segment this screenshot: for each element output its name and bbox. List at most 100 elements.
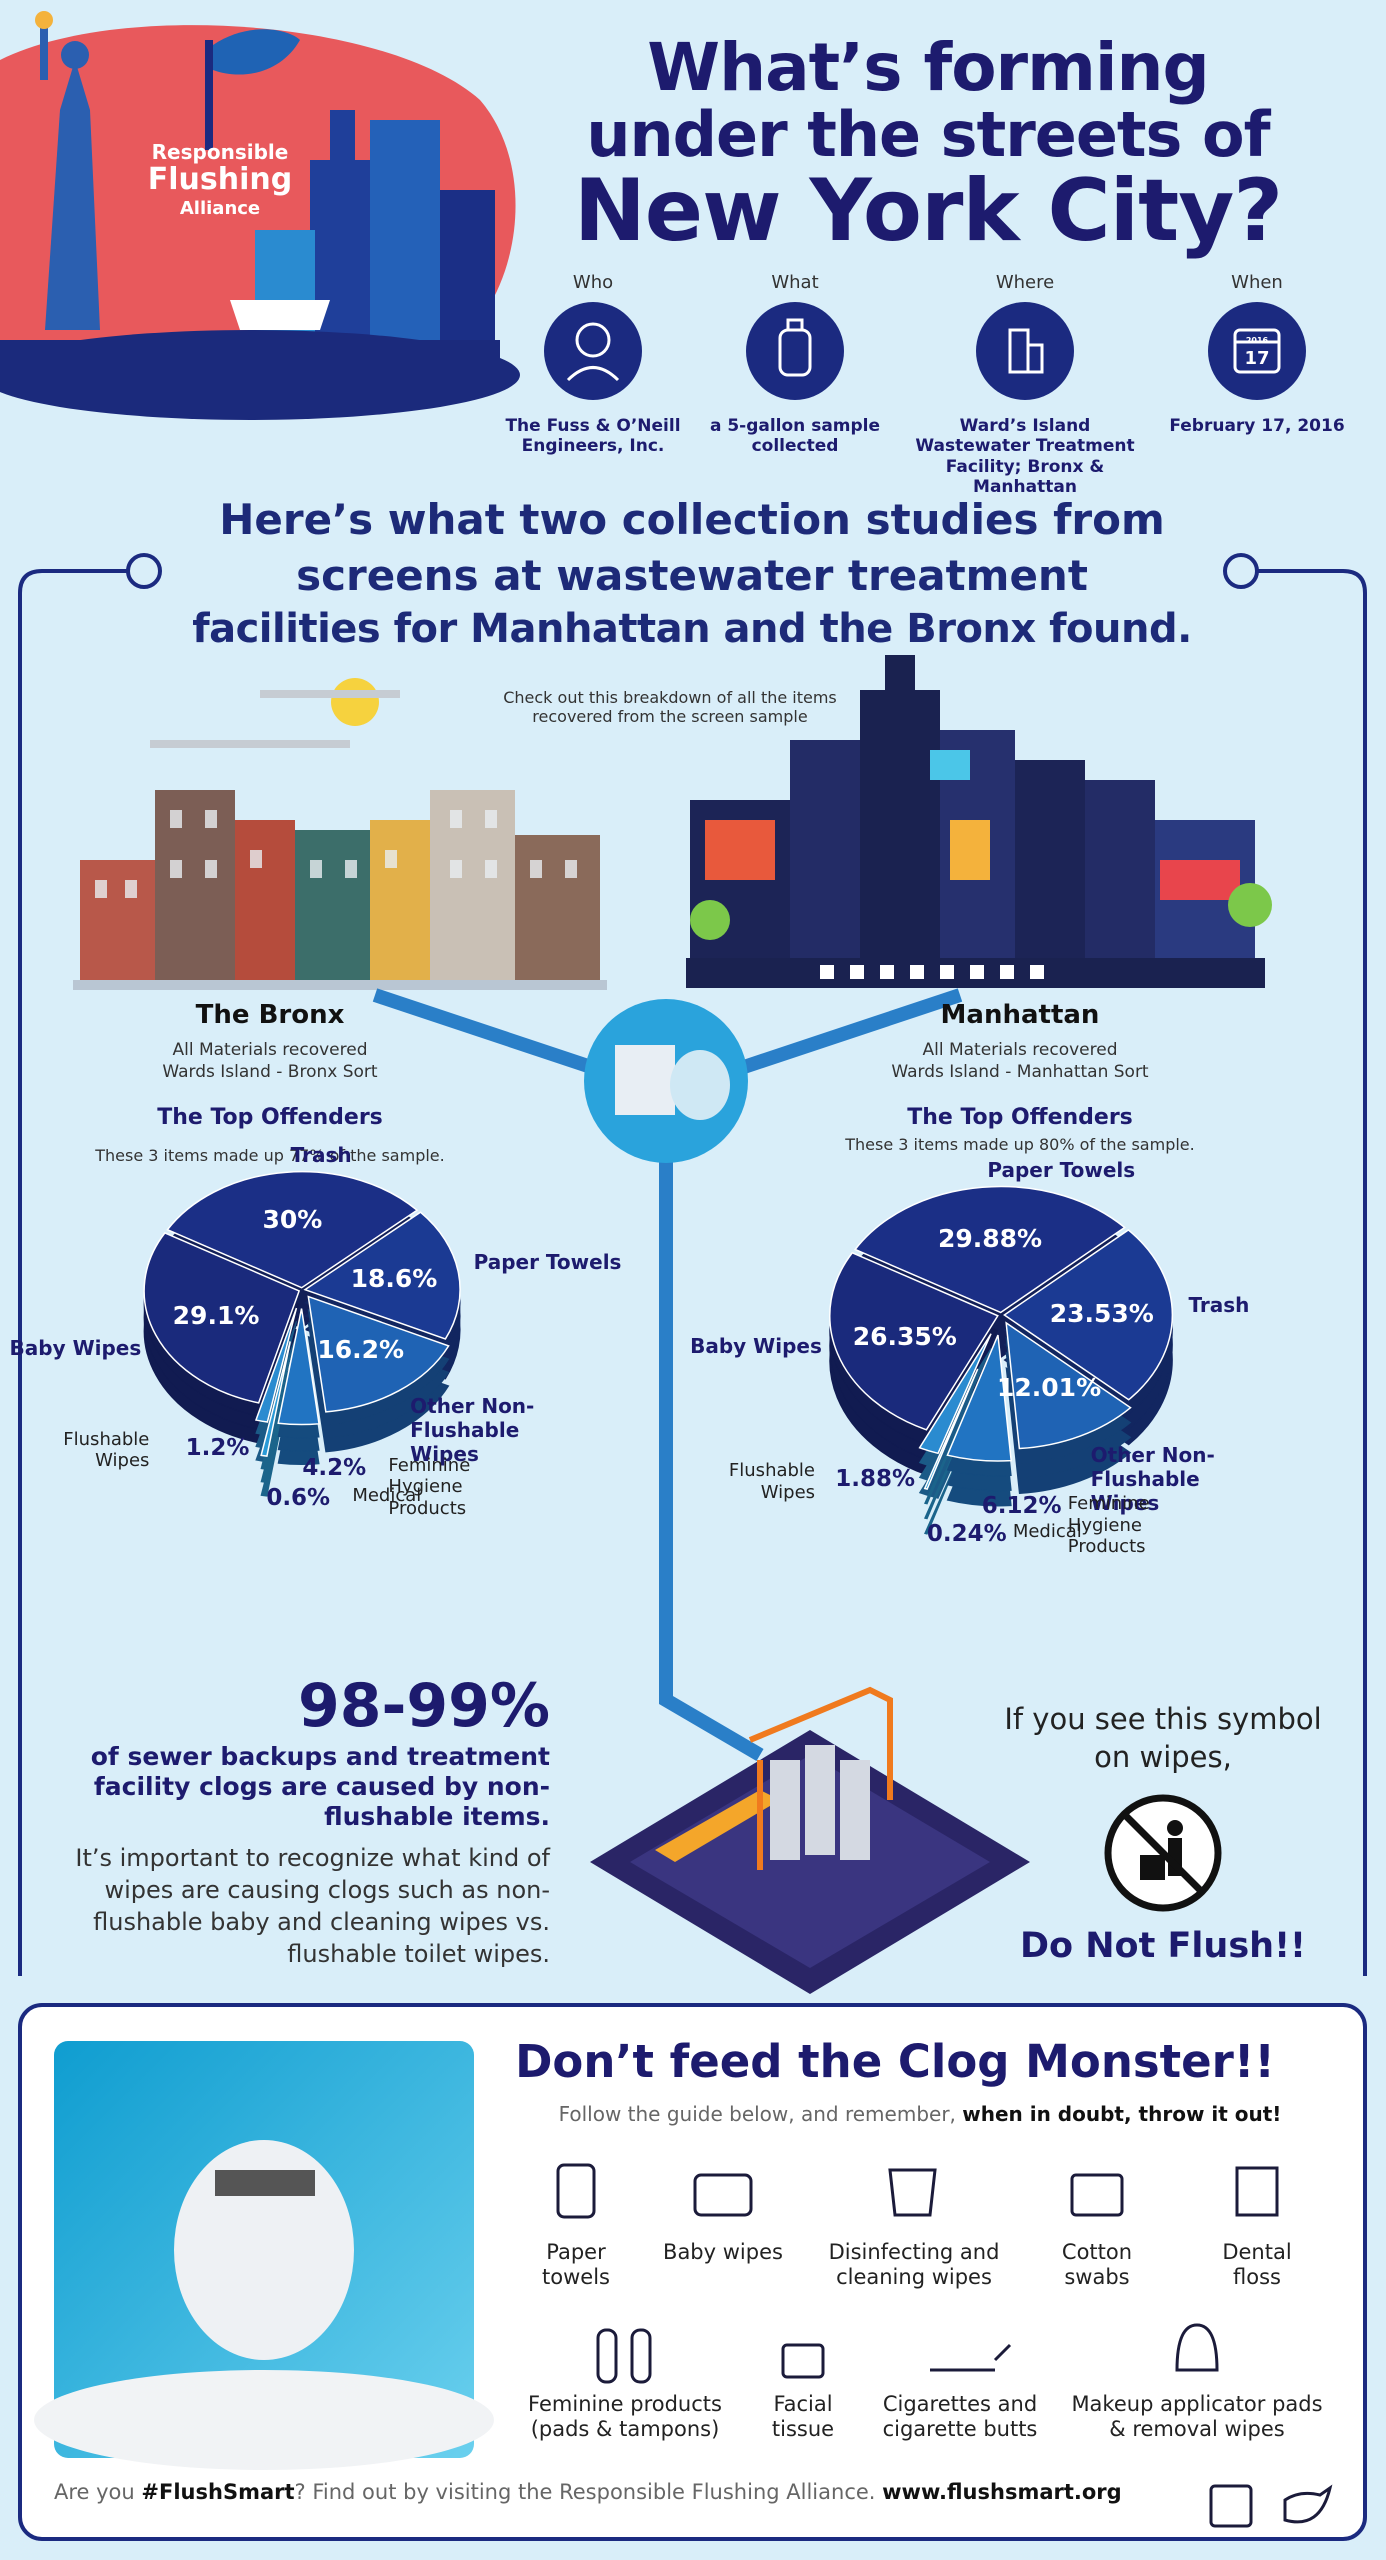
pie-value-label: 29.1% bbox=[172, 1300, 260, 1330]
guide-item: Paper towels bbox=[542, 2240, 610, 2290]
pie-value-label: 4.2% bbox=[302, 1454, 367, 1481]
footer-prefix: Are you bbox=[54, 2480, 135, 2504]
pipes bbox=[372, 988, 963, 1762]
guide-title: Don’t feed the Clog Monster!! bbox=[515, 2035, 1275, 2088]
fact-label: When bbox=[1231, 272, 1283, 293]
pie-materials: All Materials recovered bbox=[922, 1040, 1118, 1060]
pie-slice bbox=[307, 1295, 450, 1413]
logo-line: Alliance bbox=[179, 198, 261, 219]
pie-slice bbox=[166, 1170, 419, 1289]
monster-teeth bbox=[215, 2170, 315, 2196]
fact-label: What bbox=[771, 272, 819, 293]
pie-category-label: Other Non-Flushable Wipes bbox=[1090, 1443, 1215, 1516]
logo-line: Responsible bbox=[151, 140, 289, 164]
pie-slice bbox=[260, 1341, 291, 1457]
calendar-year: 2016 bbox=[1245, 336, 1269, 345]
guide-intro-text: Follow the guide below, and remember, bbox=[558, 2102, 956, 2126]
treatment-icon-tank bbox=[615, 1045, 675, 1115]
pie-category-label: Medical bbox=[1012, 1520, 1082, 1542]
fact-label: Where bbox=[995, 272, 1055, 293]
pie-slice bbox=[1003, 1229, 1174, 1401]
stats-body: It’s important to recognize what kind of… bbox=[75, 1844, 550, 1968]
guide-item: Cigarettes and cigarette butts bbox=[882, 2392, 1038, 2442]
pie-category-label: Feminine Hygiene Products bbox=[388, 1454, 471, 1519]
pie-category-label: Flushable Wipes bbox=[728, 1460, 816, 1503]
pie-category-label: Flushable Wipes bbox=[63, 1428, 150, 1472]
treatment-plant bbox=[590, 1686, 1030, 1994]
pie-value-label: 29.88% bbox=[937, 1223, 1043, 1253]
fact-text: a 5-gallon sample collected bbox=[709, 416, 881, 457]
pie-category-label: Medical bbox=[352, 1485, 422, 1507]
pie-slice bbox=[923, 1368, 979, 1490]
studies-heading: Here’s what two collection studies from bbox=[219, 495, 1165, 544]
pie-value-label: 0.6% bbox=[266, 1485, 331, 1512]
pie-value-label: 30% bbox=[262, 1204, 323, 1234]
pie-sort: Wards Island - Manhattan Sort bbox=[891, 1062, 1149, 1082]
pie-value-label: 1.88% bbox=[835, 1466, 916, 1493]
studies-heading: screens at wastewater treatment bbox=[296, 551, 1088, 600]
pie-value-label: 18.6% bbox=[350, 1263, 438, 1293]
pie-name: Manhattan bbox=[940, 1000, 1100, 1030]
pie-materials: All Materials recovered bbox=[172, 1040, 368, 1060]
logo-line: Flushing bbox=[147, 162, 293, 197]
title-line: under the streets of bbox=[586, 98, 1270, 171]
bronx-illustration bbox=[73, 678, 607, 990]
pie-value-label: 26.35% bbox=[852, 1321, 957, 1351]
pie-sort: Wards Island - Bronx Sort bbox=[162, 1062, 378, 1082]
calendar-day: 17 bbox=[1244, 348, 1270, 369]
guide-item: Cotton swabs bbox=[1061, 2240, 1133, 2290]
guide-item: Baby wipes bbox=[663, 2240, 783, 2264]
pie-value-label: 6.12% bbox=[981, 1493, 1062, 1520]
pie-value-label: 23.53% bbox=[1049, 1298, 1154, 1328]
studies-note: Check out this breakdown of all the item… bbox=[503, 688, 837, 727]
footer: Are you #FlushSmart? Find out by visitin… bbox=[54, 2480, 1204, 2505]
pie-name: The Bronx bbox=[195, 1000, 345, 1030]
pie-value-label: 0.24% bbox=[926, 1520, 1007, 1547]
guide-item: Feminine products (pads & tampons) bbox=[528, 2392, 722, 2442]
footer-url[interactable]: www.flushsmart.org bbox=[882, 2480, 1122, 2504]
stats-headline: of sewer backups and treatment facility … bbox=[90, 1742, 550, 1831]
pie-category-label: Feminine Hygiene Products bbox=[1067, 1493, 1150, 1558]
guide-item: Facial tissue bbox=[771, 2392, 835, 2442]
guide-icons bbox=[556, 2163, 1333, 2528]
pie-category-label: Baby Wipes bbox=[9, 1335, 142, 1360]
guide-item: Disinfecting and cleaning wipes bbox=[828, 2240, 1000, 2290]
pie-slice bbox=[303, 1211, 461, 1340]
pie-slice bbox=[946, 1334, 1012, 1462]
offenders-note: These 3 items made up 80% of the sample. bbox=[845, 1135, 1195, 1154]
pie-category-label: Baby Wipes bbox=[690, 1333, 822, 1358]
pie-slice bbox=[853, 1185, 1126, 1314]
stats-figure: 98-99% bbox=[297, 1671, 550, 1741]
footer-text: ? Find out by visiting the Responsible F… bbox=[294, 2480, 876, 2504]
title-line: New York City? bbox=[573, 161, 1283, 261]
pie-category-label: Other Non-Flushable Wipes bbox=[410, 1394, 535, 1467]
offenders-title: The Top Offenders bbox=[907, 1105, 1133, 1130]
pie-slice bbox=[918, 1333, 992, 1455]
pie-value-label: 1.2% bbox=[185, 1434, 250, 1461]
fact-text: February 17, 2016 bbox=[1169, 416, 1345, 436]
guide-intro: Follow the guide below, and remember, wh… bbox=[500, 2102, 1340, 2126]
pie-category-label: Trash bbox=[1188, 1292, 1250, 1317]
header-illustration bbox=[0, 11, 520, 420]
pie-slice bbox=[1005, 1321, 1132, 1450]
pie-category-label: Trash bbox=[290, 1143, 352, 1168]
pie-slice bbox=[277, 1308, 320, 1426]
pie-slice bbox=[143, 1231, 301, 1404]
do-not-flush-symbol bbox=[1104, 1794, 1222, 1912]
fact-label: Who bbox=[572, 272, 614, 293]
title-line: What’s forming bbox=[647, 29, 1209, 106]
offenders-note: These 3 items made up 77% of the sample. bbox=[95, 1146, 445, 1165]
treatment-icon-drum bbox=[670, 1050, 730, 1120]
pie-value-label: 12.01% bbox=[997, 1372, 1102, 1402]
frame bbox=[18, 553, 1367, 1976]
guide-intro-bold: when in doubt, throw it out! bbox=[962, 2102, 1282, 2126]
footer-hashtag: #FlushSmart bbox=[141, 2480, 295, 2504]
fact-icons bbox=[544, 302, 1306, 400]
pie-category-label: Paper Towels bbox=[987, 1157, 1136, 1182]
symbol-warning: Do Not Flush!! bbox=[1019, 1926, 1307, 1966]
studies-heading: facilities for Manhattan and the Bronx f… bbox=[192, 606, 1192, 652]
toilet bbox=[34, 2370, 494, 2470]
pie-slice bbox=[829, 1251, 999, 1431]
